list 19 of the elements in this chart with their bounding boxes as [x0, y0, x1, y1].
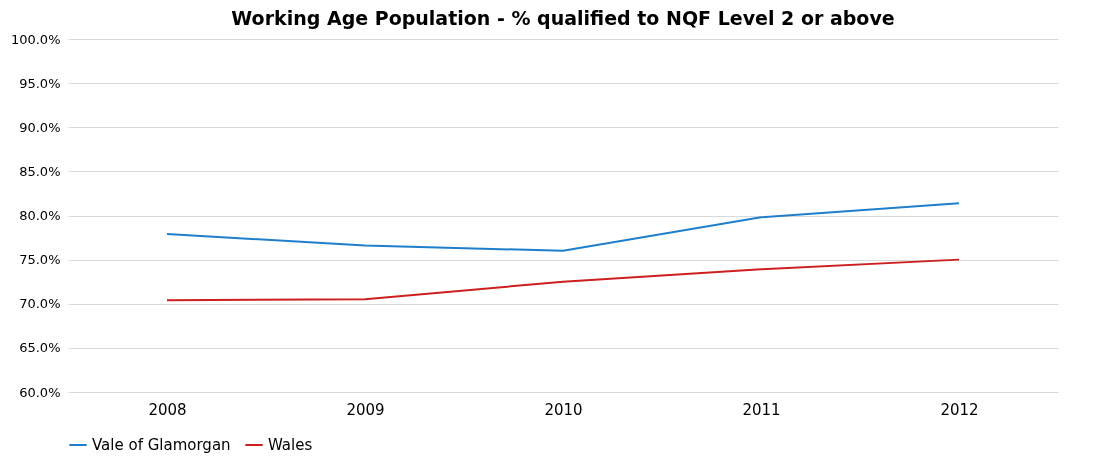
y-tick-label: 80.0%: [19, 208, 61, 223]
x-tick-label: 2010: [544, 400, 583, 419]
x-tick-label: 2009: [346, 400, 385, 419]
y-tick-label: 75.0%: [19, 252, 61, 268]
y-tick-label: 65.0%: [19, 340, 61, 356]
y-tick-label: 100.0%: [10, 31, 61, 47]
y-tick-label: 60.0%: [19, 384, 61, 400]
x-tick-label: 2012: [940, 400, 979, 419]
x-tick-label: 2011: [742, 400, 781, 419]
y-tick-label: 95.0%: [19, 75, 61, 91]
x-tick-label: 2008: [148, 400, 187, 419]
line-series: [166, 258, 960, 302]
line-series: [166, 202, 960, 252]
y-tick-label: 90.0%: [19, 119, 61, 135]
legend-label: Vale of Glamorgan: [92, 436, 231, 454]
chart-title: Working Age Population - % qualified to NQF Level 2 or above: [231, 7, 895, 29]
y-tick-label: 85.0%: [19, 163, 61, 179]
y-tick-label: 70.0%: [19, 296, 61, 312]
legend-label: Wales: [268, 436, 313, 454]
